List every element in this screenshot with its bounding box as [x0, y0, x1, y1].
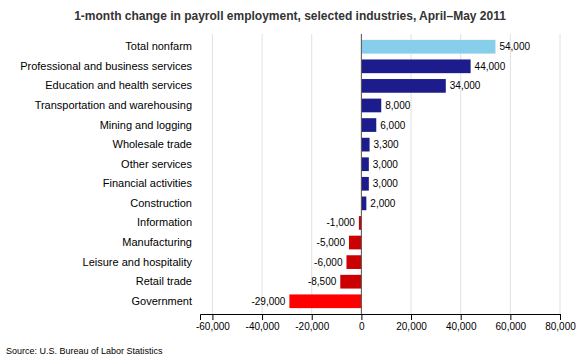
y-tick: Total nonfarm	[125, 40, 200, 52]
grid-line	[411, 34, 412, 314]
data-label: -1,000	[327, 217, 356, 228]
title: 1-month change in payroll employment, se…	[74, 9, 506, 23]
x-tick: 40,000	[446, 314, 477, 332]
x-tick: -40,000	[246, 314, 280, 332]
x-tick: 80,000	[545, 314, 576, 332]
x-tick: -60,000	[196, 314, 230, 332]
x-tick: 20,000	[396, 314, 427, 332]
data-label: 8,000	[385, 100, 410, 111]
y-tick-label: Government	[131, 295, 192, 307]
y-tick: Other services	[121, 158, 200, 170]
y-tick-label: Leisure and hospitality	[83, 256, 193, 268]
y-tick: Wholesale trade	[113, 138, 201, 150]
grid-line	[361, 34, 362, 314]
x-tick-mark	[510, 314, 511, 320]
x-tick-mark	[312, 314, 313, 320]
x-tick-label: -40,000	[246, 321, 280, 332]
x-tick: 60,000	[496, 314, 527, 332]
bar	[361, 59, 470, 73]
x-tick: 0	[359, 314, 365, 332]
bar	[361, 79, 445, 93]
x-tick-label: -20,000	[295, 321, 329, 332]
y-tick: Construction	[130, 197, 200, 209]
grid	[212, 34, 560, 314]
bar	[361, 99, 381, 113]
y-tick-label: Manufacturing	[122, 236, 192, 248]
x-tick-mark	[262, 314, 263, 320]
x-tick-mark	[361, 314, 362, 320]
x-tick-label: 80,000	[545, 321, 576, 332]
y-tick-label: Education and health services	[45, 79, 192, 91]
annotation: Source: U.S. Bureau of Labor Statistics	[6, 346, 163, 356]
x-tick-mark	[461, 314, 462, 320]
bar	[361, 197, 366, 211]
x-tick-mark	[212, 314, 213, 320]
x-tick-label: -60,000	[196, 321, 230, 332]
y-tick-label: Retail trade	[136, 275, 192, 287]
data-label: 44,000	[475, 61, 506, 72]
y-tick-label: Mining and logging	[100, 119, 192, 131]
x-axis-line	[201, 315, 561, 321]
data-label: 3,000	[373, 159, 398, 170]
x-tick-mark	[560, 314, 561, 320]
chart-svg: -60,000 -40,000 -20,000 0 20,000 40,000 60,000…	[0, 0, 580, 360]
x-axis: -60,000 -40,000 -20,000 0 20,000 40,000 60,000…	[196, 314, 576, 332]
x-tick-label: 40,000	[446, 321, 477, 332]
y-tick-label: Financial activities	[103, 177, 193, 189]
data-label: -5,000	[317, 237, 346, 248]
data-label: 6,000	[380, 120, 405, 131]
bar	[361, 157, 368, 171]
y-tick-label: Total nonfarm	[125, 40, 192, 52]
y-tick-label: Other services	[121, 158, 192, 170]
grid-line	[560, 34, 561, 314]
y-tick: Mining and logging	[100, 119, 200, 131]
data-label: 2,000	[370, 198, 395, 209]
data-label: -29,000	[251, 296, 285, 307]
y-tick: Leisure and hospitality	[83, 256, 200, 268]
bars	[289, 40, 495, 308]
y-tick: Manufacturing	[122, 236, 200, 248]
y-tick: Transportation and warehousing	[35, 99, 200, 111]
data-label: 3,300	[374, 139, 399, 150]
x-tick-label: 20,000	[396, 321, 427, 332]
zero-line	[361, 34, 362, 314]
y-tick-label: Transportation and warehousing	[35, 99, 192, 111]
y-tick-label: Information	[137, 216, 192, 228]
y-tick: Retail trade	[136, 275, 200, 287]
bar	[340, 275, 361, 289]
y-tick: Financial activities	[103, 177, 200, 189]
grid-line	[460, 34, 461, 314]
bar	[349, 236, 361, 250]
data-label: 3,000	[373, 178, 398, 189]
y-tick: Education and health services	[45, 79, 200, 91]
grid-line	[212, 34, 213, 314]
x-tick-label: 60,000	[496, 321, 527, 332]
y-tick-label: Professional and business services	[20, 60, 192, 72]
y-tick-label: Construction	[130, 197, 192, 209]
bar	[361, 40, 495, 54]
data-labels: -29,000 -8,500 -6,000 -5,000 -1,000 2,000 3,00…	[251, 41, 530, 307]
y-tick-label: Wholesale trade	[113, 138, 193, 150]
y-tick: Information	[137, 216, 200, 228]
chart-container: -60,000 -40,000 -20,000 0 20,000 40,000 60,000…	[0, 0, 580, 360]
bar	[361, 138, 369, 152]
data-label: 54,000	[499, 41, 530, 52]
bar	[346, 255, 361, 269]
x-tick-mark	[411, 314, 412, 320]
data-label: -6,000	[314, 257, 343, 268]
y-tick: Government	[131, 295, 200, 307]
grid-line	[510, 34, 511, 314]
bar	[361, 118, 376, 132]
data-label: 34,000	[450, 80, 481, 91]
x-tick: -20,000	[295, 314, 329, 332]
data-label: -8,500	[308, 276, 337, 287]
x-tick-label: 0	[359, 321, 365, 332]
bar	[361, 177, 368, 191]
grid-line	[262, 34, 263, 314]
y-tick: Professional and business services	[20, 60, 200, 72]
bar	[289, 294, 361, 308]
plot: -60,000 -40,000 -20,000 0 20,000 40,000 60,000…	[20, 34, 576, 332]
y-axis: Government Retail trade Leisure and hospit…	[20, 40, 200, 307]
grid-line	[311, 34, 312, 314]
